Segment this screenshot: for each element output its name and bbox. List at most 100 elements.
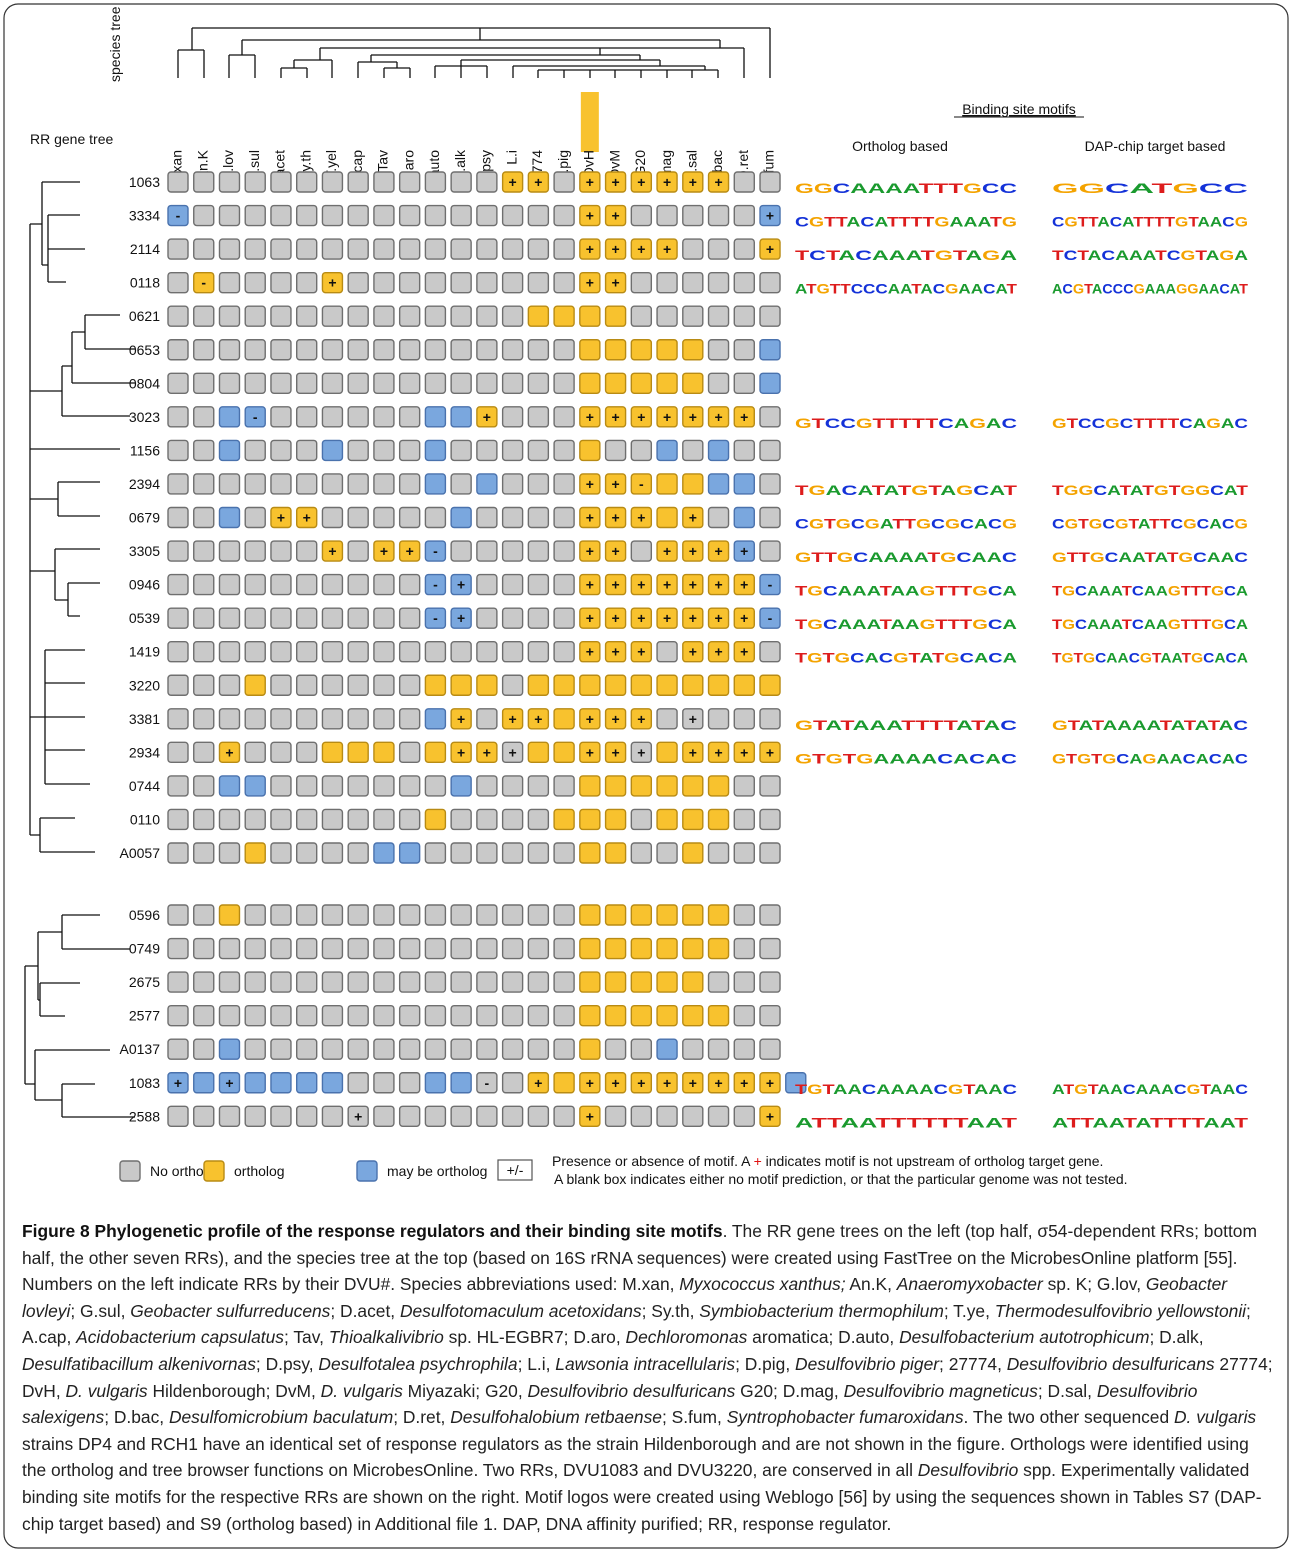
- profile-cell: [193, 372, 215, 394]
- profile-cell: [270, 741, 292, 764]
- profile-cell: [218, 708, 241, 730]
- profile-cell: [527, 204, 550, 227]
- logo-letter: T: [1191, 1114, 1205, 1130]
- profile-cell: [270, 506, 292, 529]
- caption-text: Thermodesulfovibrio yellowstonii: [994, 1300, 1247, 1321]
- profile-cell: [321, 708, 344, 730]
- gene-id: 3023: [129, 409, 160, 425]
- note-text: Presence or absence of motif. A: [552, 1153, 754, 1169]
- profile-cell: [579, 573, 601, 596]
- logo-letter: C: [1123, 281, 1133, 297]
- profile-cell: [476, 674, 498, 696]
- profile-cell: [707, 1072, 730, 1094]
- profile-cell: [347, 1004, 369, 1027]
- logo-letter: A: [891, 583, 906, 599]
- profile-cell: [424, 708, 447, 730]
- motif-sign: +: [509, 711, 517, 727]
- logo-letter: G: [856, 415, 873, 431]
- logo-letter: G: [893, 650, 909, 666]
- logo-letter: A: [1207, 549, 1221, 565]
- profile-cell: [244, 305, 266, 327]
- logo-letter: C: [1105, 549, 1119, 565]
- caption-text: Dechloromonas: [625, 1327, 748, 1348]
- motif-sign: +: [174, 1075, 182, 1091]
- profile-cell: [501, 937, 524, 960]
- logo-letter: C: [1235, 1081, 1248, 1097]
- gene-id: A0137: [120, 1041, 161, 1057]
- logo-letter: T: [1165, 214, 1176, 230]
- profile-cell: [373, 238, 395, 260]
- logo-letter: A: [1219, 717, 1234, 733]
- profile-cell: [398, 1105, 421, 1128]
- logo-letter: C: [1224, 616, 1236, 632]
- logo-letter: C: [1203, 650, 1214, 666]
- logo-letter: A: [1210, 1081, 1223, 1097]
- caption-text: ; D.acet,: [330, 1300, 400, 1321]
- profile-cell: [373, 339, 395, 361]
- logo-letter: T: [948, 583, 961, 599]
- profile-cell: [321, 971, 344, 993]
- caption-text: Syntrophobacter fumaroxidans: [726, 1407, 964, 1428]
- profile-cell: [501, 271, 524, 294]
- logo-letter: A: [1237, 650, 1248, 666]
- profile-cell: [244, 937, 266, 960]
- profile-cell: [759, 204, 781, 227]
- logo-letter: G: [1115, 516, 1129, 532]
- logo-letter: G: [1052, 549, 1067, 565]
- profile-cell: [218, 372, 241, 394]
- profile-cell: [167, 372, 189, 394]
- profile-cell: [296, 271, 318, 294]
- logo-letter: C: [1002, 549, 1017, 565]
- profile-cell: [321, 305, 344, 327]
- profile-cell: [501, 971, 524, 993]
- logo-letter: A: [1195, 717, 1209, 733]
- profile-cell: [476, 406, 498, 428]
- gene-id: 2675: [129, 974, 160, 990]
- logo-letter: C: [1001, 750, 1017, 766]
- gene-id: 1083: [129, 1075, 160, 1091]
- profile-cell: [193, 937, 215, 960]
- logo-letter: G: [1002, 516, 1017, 532]
- motif-sign: +: [689, 644, 697, 660]
- motif-sign: -: [253, 409, 258, 425]
- logo-letter: C: [850, 650, 864, 666]
- profile-cell: [424, 1105, 447, 1128]
- caption-text: ; D.sal,: [1037, 1380, 1097, 1401]
- logo-letter: A: [1087, 616, 1099, 632]
- profile-cell: [193, 741, 215, 764]
- profile-cell: [398, 339, 421, 361]
- logo-letter: C: [1075, 616, 1087, 632]
- profile-cell: [398, 775, 421, 797]
- profile-cell: [193, 607, 215, 629]
- profile-cell: [733, 1038, 755, 1060]
- profile-cell: [630, 937, 653, 960]
- logo-letter: A: [859, 1114, 877, 1130]
- profile-cell: [501, 573, 524, 596]
- logo-letter: T: [1123, 1114, 1137, 1130]
- profile-cell: [604, 171, 627, 193]
- profile-cell: [579, 641, 601, 663]
- profile-cell: [527, 238, 550, 260]
- profile-cell: [707, 473, 730, 495]
- logo-letter: G: [826, 750, 843, 766]
- profile-cell: [347, 904, 369, 926]
- logo-letter: G: [1073, 281, 1084, 297]
- logo-letter: G: [945, 281, 958, 297]
- profile-cell: [373, 406, 395, 428]
- profile-cell: [244, 641, 266, 663]
- profile-cell: [398, 473, 421, 495]
- profile-cell: [579, 339, 601, 361]
- caption-text: D. vulgaris: [1173, 1407, 1257, 1428]
- profile-cell: [424, 439, 447, 462]
- profile-cell: [270, 607, 292, 629]
- profile-cell: [707, 808, 730, 831]
- profile-cell: [527, 1105, 550, 1128]
- logo-letter: T: [1200, 1081, 1211, 1097]
- profile-cell: [167, 937, 189, 960]
- logo-letter: A: [1097, 1081, 1110, 1097]
- logo-letter: G: [956, 482, 973, 498]
- profile-cell: [270, 1004, 292, 1027]
- profile-cell: [553, 372, 575, 394]
